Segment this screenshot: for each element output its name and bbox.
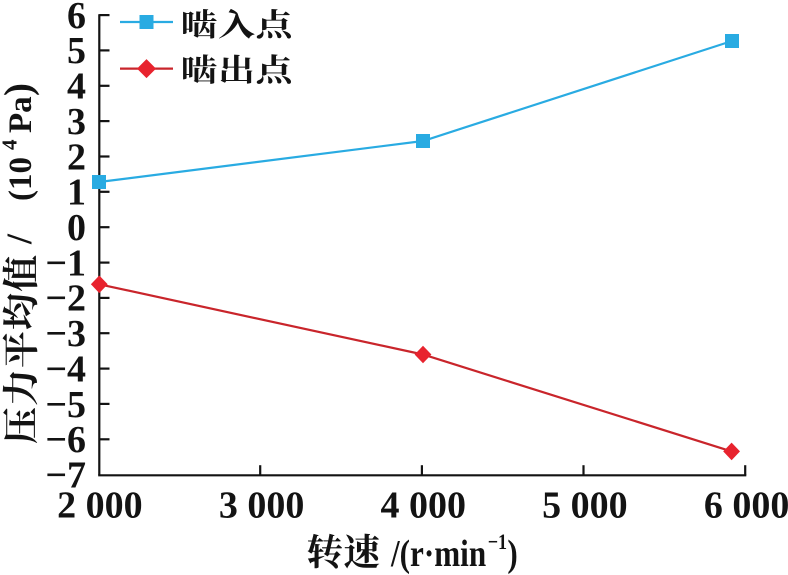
svg-text:5 000: 5 000 (542, 485, 628, 527)
svg-text:−7: −7 (45, 454, 86, 496)
svg-text:5: 5 (67, 30, 86, 72)
svg-text:−3: −3 (45, 313, 86, 355)
svg-text:3: 3 (67, 101, 86, 143)
svg-text:−2: −2 (45, 278, 86, 320)
svg-text:4: 4 (67, 66, 86, 108)
svg-text:(10: (10 (3, 157, 39, 201)
svg-text:−1: −1 (45, 242, 86, 284)
svg-text:−4: −4 (45, 348, 86, 390)
svg-text:6: 6 (67, 0, 86, 37)
svg-text:2: 2 (67, 136, 86, 178)
svg-text:/: / (0, 233, 39, 245)
svg-text:/(r·min: /(r·min (390, 532, 486, 575)
svg-text:0: 0 (67, 207, 86, 249)
svg-text:Pa: Pa (3, 96, 39, 133)
svg-text:4 000: 4 000 (380, 485, 466, 527)
svg-text:−6: −6 (45, 419, 86, 461)
svg-text:−1: −1 (488, 530, 507, 554)
svg-text:3 000: 3 000 (219, 485, 305, 527)
svg-text:): ) (507, 532, 517, 575)
svg-text:1: 1 (67, 172, 86, 214)
svg-text:4: 4 (0, 139, 22, 150)
svg-text:2 000: 2 000 (57, 485, 143, 527)
svg-text:6 000: 6 000 (704, 485, 788, 527)
svg-text:−5: −5 (45, 384, 86, 426)
svg-text:): ) (0, 83, 40, 96)
